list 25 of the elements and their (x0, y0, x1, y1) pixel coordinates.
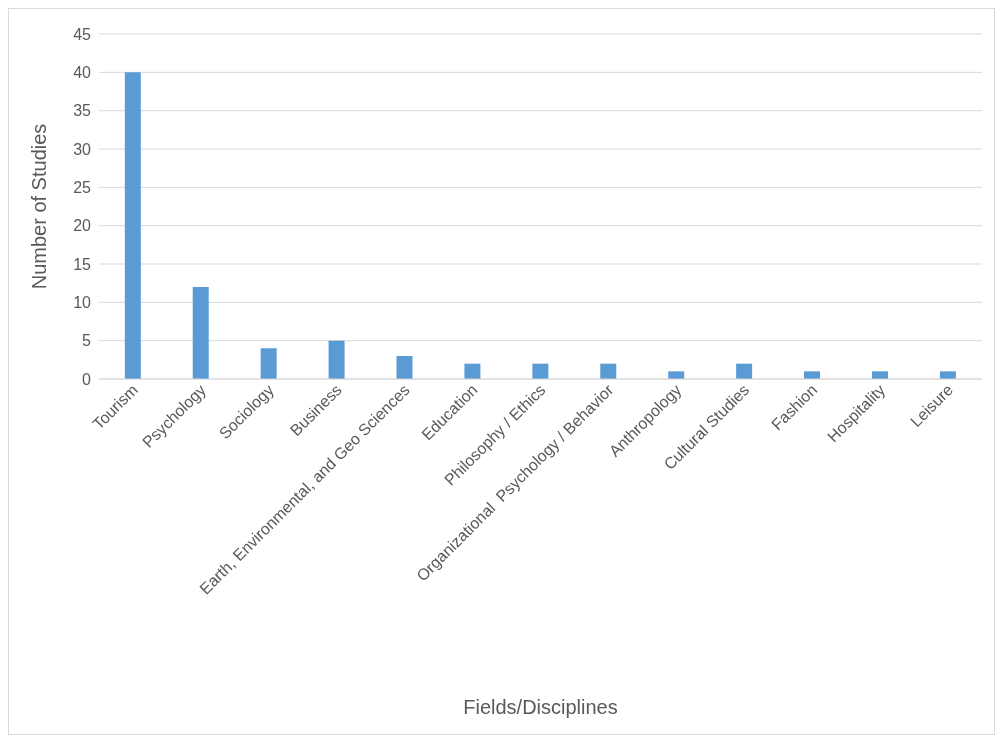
bar (600, 363, 617, 379)
bar (939, 371, 956, 379)
y-tick-label: 20 (73, 217, 92, 235)
y-tick-label: 0 (82, 370, 92, 388)
bar (804, 371, 821, 379)
y-axis-title: Number of Studies (28, 123, 51, 290)
bar (328, 340, 345, 379)
y-tick-label: 5 (82, 332, 92, 350)
y-tick-label: 35 (73, 102, 92, 120)
x-axis-title: Fields/Disciplines (463, 696, 618, 718)
bar (736, 363, 753, 379)
y-tick-label: 30 (73, 140, 92, 158)
bar (532, 363, 549, 379)
y-tick-label: 45 (73, 25, 92, 43)
bar (668, 371, 685, 379)
bar (260, 348, 277, 379)
y-tick-label: 10 (73, 294, 92, 312)
bar (464, 363, 481, 379)
bar (871, 371, 888, 379)
y-tick-label: 40 (73, 64, 92, 82)
bar (396, 356, 413, 379)
y-tick-label: 25 (73, 179, 92, 197)
bar (124, 72, 141, 379)
y-tick-label: 15 (73, 255, 92, 273)
bar (192, 287, 209, 379)
